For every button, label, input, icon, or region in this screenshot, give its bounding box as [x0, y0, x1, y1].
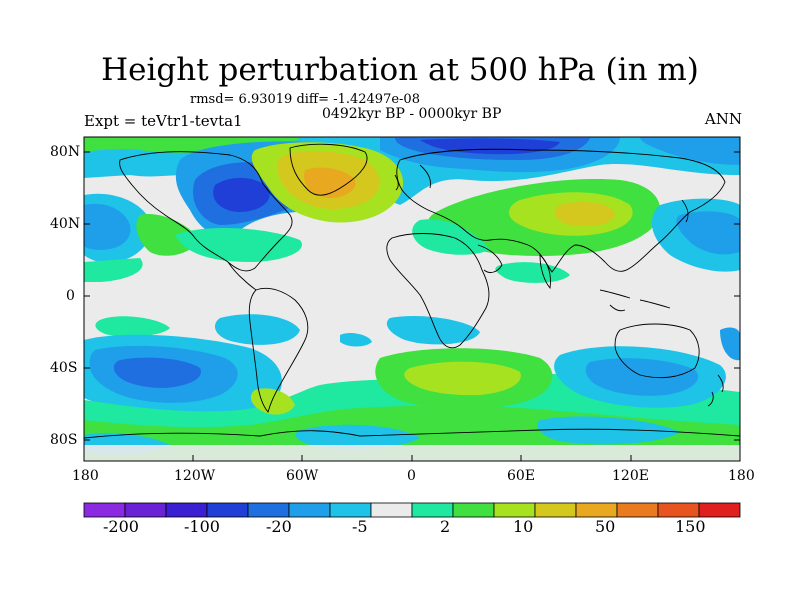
- colorbar-label-7: 150: [675, 517, 706, 536]
- coastlines: [84, 143, 740, 439]
- colorbar-label-4: 2: [440, 517, 451, 536]
- colorbar-swatch: [534, 502, 577, 518]
- colorbar-label-5: 10: [513, 517, 534, 536]
- colorbar-swatch: [575, 502, 618, 518]
- lat-label-0: 0: [66, 288, 75, 304]
- lon-label-60w: 60W: [286, 468, 319, 484]
- colorbar-swatch: [165, 502, 208, 518]
- colorbar-swatch: [452, 502, 495, 518]
- map-field: [84, 137, 740, 461]
- colorbar-swatch: [698, 502, 741, 518]
- lon-label-60e: 60E: [507, 468, 536, 484]
- colorbar-swatch: [493, 502, 536, 518]
- colorbar-swatch: [206, 502, 249, 518]
- lon-label-180-left: 180: [72, 468, 99, 484]
- lon-label-120w: 120W: [174, 468, 216, 484]
- lat-label-40s: 40S: [50, 360, 78, 376]
- colorbar-swatch: [370, 502, 413, 518]
- lon-label-120e: 120E: [612, 468, 649, 484]
- map-title: Height perturbation at 500 hPa (in m): [101, 52, 699, 88]
- contour-fill: [84, 137, 740, 461]
- colorbar-label-0: -200: [103, 517, 139, 536]
- colorbar-swatch: [329, 502, 372, 518]
- period-text: 0492kyr BP - 0000kyr BP: [322, 106, 502, 122]
- colorbar-label-3: -5: [352, 517, 368, 536]
- colorbar-label-2: -20: [266, 517, 292, 536]
- stats-text: rmsd= 6.93019 diff= -1.42497e-08: [190, 92, 420, 107]
- colorbar: [83, 502, 741, 518]
- lat-label-80n: 80N: [50, 144, 81, 160]
- experiment-label: Expt = teVtr1-tevta1: [84, 112, 243, 130]
- lat-ticks: [84, 151, 740, 441]
- season-label: ANN: [704, 110, 742, 128]
- lon-label-0: 0: [407, 468, 416, 484]
- lat-label-80s: 80S: [50, 432, 78, 448]
- colorbar-label-6: 50: [595, 517, 616, 536]
- colorbar-swatch: [83, 502, 126, 518]
- colorbar-swatch: [124, 502, 167, 518]
- lon-ticks: [83, 455, 741, 461]
- colorbar-swatch: [657, 502, 700, 518]
- colorbar-swatch: [616, 502, 659, 518]
- colorbar-swatch: [247, 502, 290, 518]
- colorbar-swatch: [288, 502, 331, 518]
- colorbar-label-1: -100: [184, 517, 220, 536]
- lat-label-40n: 40N: [50, 216, 81, 232]
- lon-label-180-right: 180: [728, 468, 755, 484]
- colorbar-swatch: [411, 502, 454, 518]
